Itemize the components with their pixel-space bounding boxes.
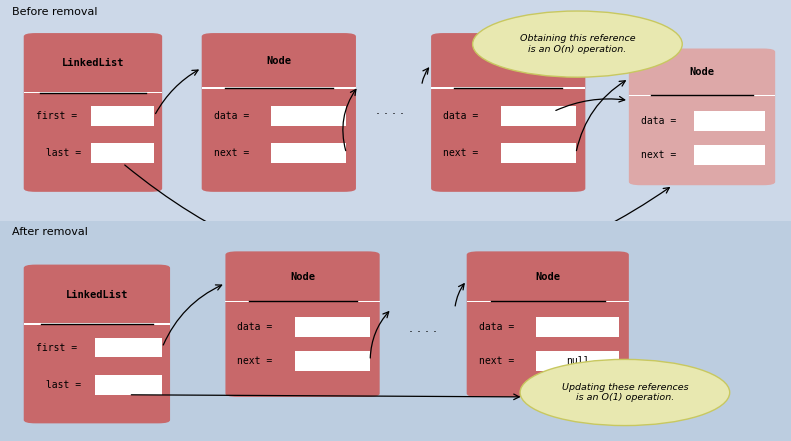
Bar (295, 351, 370, 371)
Text: Node: Node (290, 272, 315, 282)
Bar (91, 106, 154, 126)
FancyBboxPatch shape (431, 33, 585, 192)
FancyBboxPatch shape (202, 33, 356, 192)
Polygon shape (548, 389, 625, 396)
Text: · · · ·: · · · · (376, 108, 404, 121)
Bar (501, 143, 576, 163)
Bar (536, 317, 619, 336)
Text: last =: last = (40, 148, 81, 158)
Text: Node: Node (536, 272, 560, 282)
Bar (431, 87, 585, 89)
Bar (225, 300, 380, 303)
FancyBboxPatch shape (24, 265, 170, 423)
Text: data =: data = (443, 111, 479, 121)
Text: first =: first = (36, 343, 77, 352)
Bar (202, 87, 356, 89)
Text: next =: next = (641, 150, 676, 160)
Bar (95, 338, 162, 358)
Ellipse shape (473, 11, 682, 77)
Text: next =: next = (214, 148, 249, 158)
Text: Node: Node (267, 56, 291, 66)
Text: next =: next = (237, 356, 273, 366)
FancyBboxPatch shape (629, 49, 775, 185)
Text: Node: Node (496, 56, 520, 66)
Bar (536, 351, 619, 371)
Text: · · · ·: · · · · (409, 326, 437, 340)
Text: next =: next = (479, 356, 514, 366)
Text: null: null (566, 356, 589, 366)
Bar (501, 106, 576, 126)
FancyBboxPatch shape (225, 251, 380, 397)
Bar (694, 111, 765, 131)
FancyBboxPatch shape (467, 251, 629, 397)
Bar (24, 92, 162, 93)
Bar (629, 94, 775, 96)
Bar (271, 143, 346, 163)
Text: Updating these references
is an O(1) operation.: Updating these references is an O(1) ope… (562, 383, 688, 402)
Text: first =: first = (36, 111, 77, 121)
Text: Obtaining this reference
is an O(n) operation.: Obtaining this reference is an O(n) oper… (520, 34, 635, 54)
Text: LinkedList: LinkedList (66, 290, 128, 300)
Text: data =: data = (479, 321, 514, 332)
Ellipse shape (520, 359, 730, 426)
Text: Node: Node (690, 67, 714, 78)
Text: Before removal: Before removal (12, 7, 97, 17)
Polygon shape (516, 40, 579, 48)
Bar (24, 323, 170, 325)
Text: After removal: After removal (12, 227, 88, 237)
Bar (694, 145, 765, 165)
Text: data =: data = (214, 111, 249, 121)
Text: last =: last = (40, 380, 81, 390)
Bar (295, 317, 370, 336)
Text: data =: data = (237, 321, 273, 332)
Bar (91, 143, 154, 163)
Text: data =: data = (641, 116, 676, 126)
Text: LinkedList: LinkedList (62, 58, 124, 68)
Bar (271, 106, 346, 126)
Bar (467, 300, 629, 303)
Text: next =: next = (443, 148, 479, 158)
Bar (95, 375, 162, 395)
FancyBboxPatch shape (24, 33, 162, 192)
